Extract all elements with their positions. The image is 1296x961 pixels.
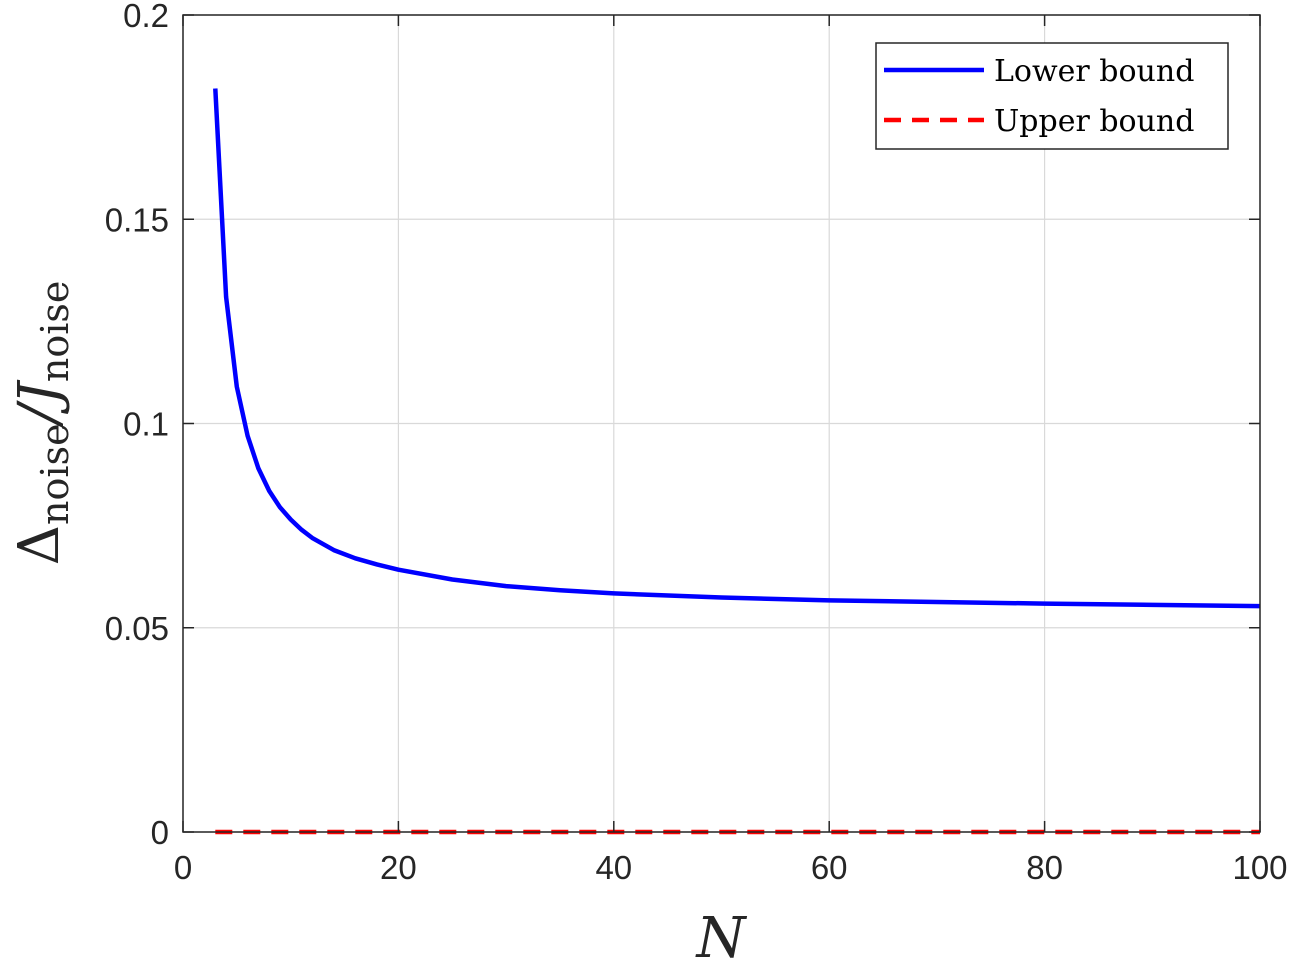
y-axis-label-symbol: Δ [7, 525, 72, 565]
legend-label-lower-bound: Lower bound [994, 54, 1194, 89]
axis-ticks: 0 20 40 60 80 100 0 0.05 0.1 0.15 0.2 [105, 0, 1288, 886]
legend-label-upper-bound: Upper bound [994, 104, 1194, 139]
y-axis-label-subscript-1: noise [33, 423, 77, 525]
x-tick-label: 40 [595, 849, 632, 886]
x-tick-label: 60 [811, 849, 848, 886]
y-axis-label: Δnoise/Jnoise [7, 281, 77, 566]
x-axis-label: N [695, 906, 748, 961]
y-axis-label-subscript-2: noise [33, 281, 77, 383]
x-tick-label: 0 [174, 849, 192, 886]
x-tick-label: 80 [1026, 849, 1063, 886]
x-tick-label: 100 [1232, 849, 1287, 886]
series-line-lower-bound [213, 88, 1261, 609]
y-tick-label: 0.15 [105, 201, 169, 238]
y-tick-label: 0.1 [123, 406, 169, 443]
legend: Lower bound Upper bound [875, 42, 1229, 150]
y-tick-label: 0 [151, 814, 169, 851]
x-tick-label: 20 [380, 849, 417, 886]
y-tick-label: 0.2 [123, 0, 169, 34]
y-tick-label: 0.05 [105, 610, 169, 647]
legend-box [875, 42, 1229, 150]
